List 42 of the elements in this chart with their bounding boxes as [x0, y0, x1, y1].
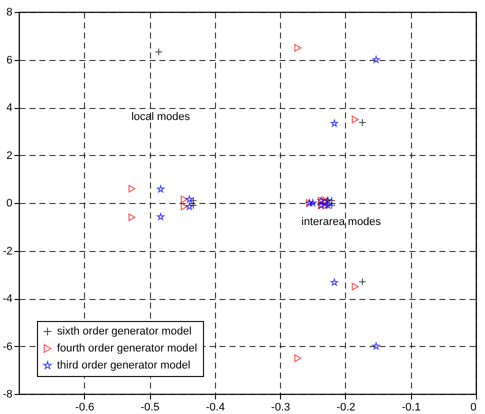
- y-tick-label: -8: [2, 388, 12, 400]
- point: [180, 202, 188, 210]
- annotation: interarea modes: [301, 216, 382, 228]
- point: [128, 184, 136, 193]
- y-tick-label: -2: [2, 245, 12, 258]
- legend-label: fourth order generator model: [57, 342, 198, 354]
- y-tick-label: -4: [2, 293, 12, 305]
- point: [330, 120, 338, 127]
- y-tick-label: 4: [6, 102, 12, 114]
- annotation: local modes: [131, 111, 191, 124]
- y-tick-label: 2: [6, 150, 12, 162]
- point: [186, 196, 194, 203]
- legend-label: third order generator model: [57, 360, 190, 372]
- y-tick-label: 6: [6, 54, 12, 66]
- point: [352, 282, 359, 290]
- point: [128, 213, 136, 222]
- point: [154, 48, 163, 56]
- x-tick-label: -0.6: [75, 402, 94, 414]
- legend-label: sixth order generator model: [57, 326, 192, 338]
- y-tick-label: 8: [6, 6, 12, 18]
- x-tick-label: -0.4: [206, 402, 225, 414]
- point: [189, 196, 198, 204]
- point: [372, 56, 380, 63]
- point: [180, 196, 188, 204]
- point: [156, 185, 164, 192]
- point: [156, 212, 164, 220]
- x-tick-label: -0.5: [140, 402, 160, 414]
- point: [328, 196, 336, 204]
- point: [358, 278, 366, 286]
- point: [372, 342, 380, 350]
- y-tick-label: 0: [6, 198, 12, 210]
- x-tick-label: -0.1: [402, 402, 421, 414]
- point: [352, 116, 359, 124]
- y-tick-label: -6: [2, 340, 12, 353]
- point: [294, 354, 302, 362]
- point: [330, 278, 338, 286]
- point: [186, 202, 194, 210]
- x-tick-label: 0: [470, 402, 476, 414]
- point: [294, 44, 302, 52]
- x-tick-label: -0.3: [271, 402, 290, 414]
- x-tick-label: -0.2: [336, 402, 356, 414]
- point: [358, 118, 366, 126]
